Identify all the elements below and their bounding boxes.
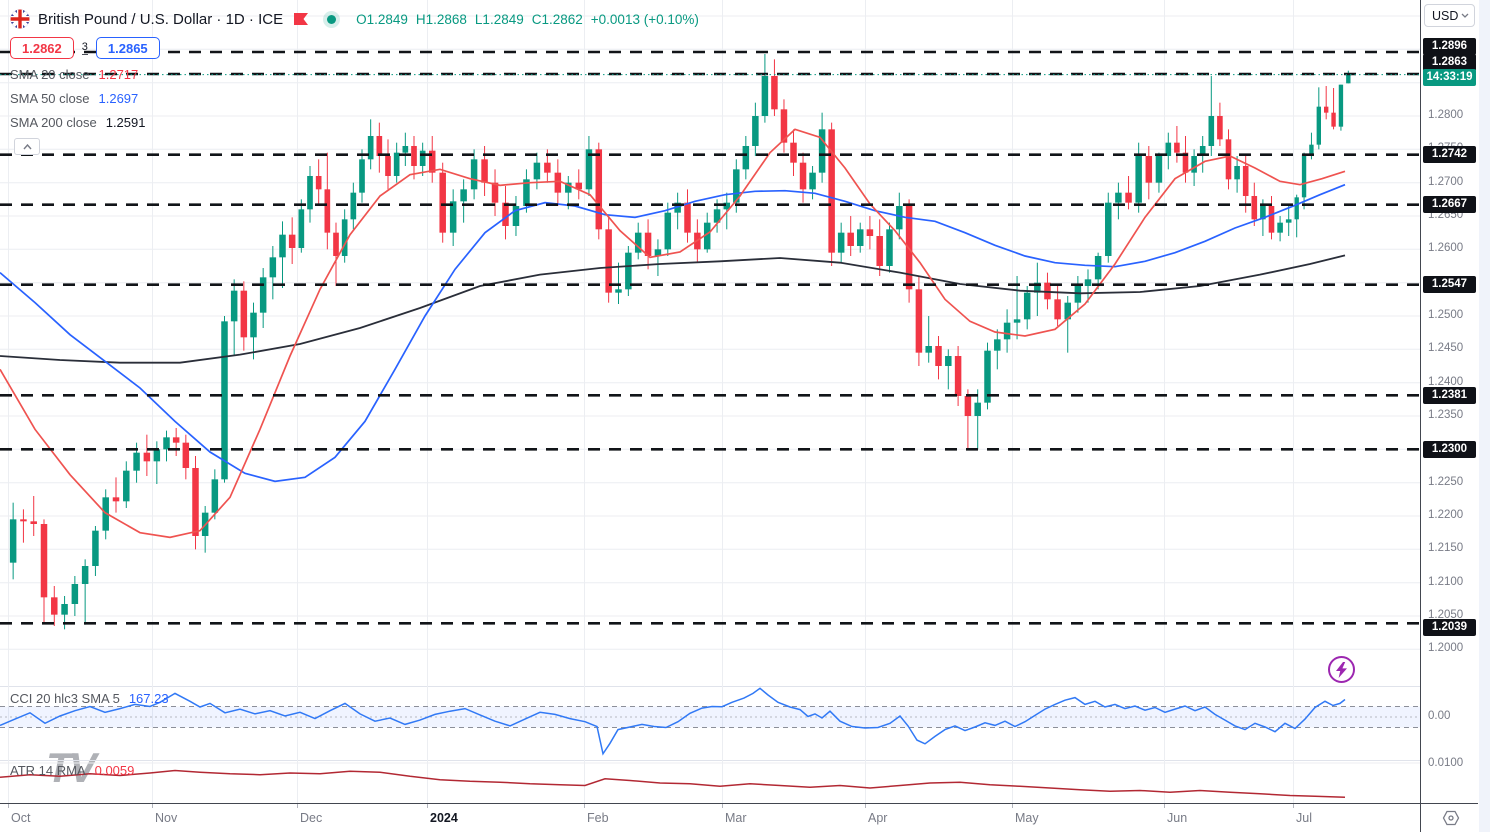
- sell-button[interactable]: 1.2862: [10, 37, 74, 59]
- price-axis-label: 1.2800: [1428, 109, 1464, 121]
- price-axis-label: 1.2450: [1428, 342, 1464, 354]
- sma50-value: 1.2697: [98, 91, 139, 106]
- time-axis-label: Jun: [1167, 811, 1188, 825]
- market-status-icon[interactable]: [327, 14, 337, 24]
- currency-label: USD: [1432, 8, 1459, 23]
- pane-separator-atr[interactable]: [0, 760, 1478, 761]
- legend-row-cci[interactable]: CCI 20 hlc3 SMA 5 167.23: [10, 691, 169, 706]
- buy-button[interactable]: 1.2865: [95, 37, 160, 59]
- flag-marker-icon[interactable]: [293, 12, 309, 26]
- price-level-badge: 1.2039: [1423, 619, 1476, 636]
- time-axis-label: Apr: [868, 811, 888, 825]
- price-axis[interactable]: USD 1.28501.28001.27501.27001.26501.2600…: [1421, 0, 1478, 803]
- time-axis[interactable]: Oct Nov Dec 2024 Feb Mar Apr May Jun Jul: [0, 804, 1478, 832]
- chart-canvas[interactable]: [0, 0, 1420, 803]
- time-axis-label: Oct: [11, 811, 31, 825]
- legend-collapse-button[interactable]: [14, 138, 40, 155]
- atr-value: 0.0059: [94, 763, 135, 778]
- chevron-down-icon: [1461, 13, 1469, 18]
- price-level-badge: 1.2300: [1423, 441, 1476, 458]
- ohlc-values: O1.2849 H1.2868 L1.2849 C1.2862 +0.0013 …: [356, 12, 707, 27]
- cci-axis-label: 0.00: [1428, 710, 1451, 722]
- ohlc-open: O1.2849: [356, 11, 408, 27]
- time-axis-tick: [1164, 804, 1165, 808]
- price-level-badge: 1.2742: [1423, 146, 1476, 163]
- sma20-label: SMA 20 close: [10, 67, 90, 82]
- atr-axis-label: 0.0100: [1428, 757, 1464, 769]
- legend-row-sma20[interactable]: SMA 20 close 1.2717: [10, 67, 138, 82]
- axis-border: [1420, 0, 1421, 832]
- legend-row-sma50[interactable]: SMA 50 close 1.2697: [10, 91, 138, 106]
- ohlc-close: C1.2862: [531, 11, 583, 27]
- price-level-badge: 1.2667: [1423, 196, 1476, 213]
- time-axis-tick: [297, 804, 298, 808]
- time-axis-tick: [722, 804, 723, 808]
- price-axis-label: 1.2250: [1428, 476, 1464, 488]
- chevron-up-icon: [22, 143, 32, 149]
- spread-label: 3: [81, 41, 88, 55]
- ohlc-low: L1.2849: [474, 11, 524, 27]
- time-axis-tick: [865, 804, 866, 808]
- price-axis-label: 1.2150: [1428, 542, 1464, 554]
- symbol-header: British Pound / U.S. Dollar · 1D · ICE O…: [10, 8, 707, 30]
- price-axis-label: 1.2350: [1428, 409, 1464, 421]
- time-axis-label: Nov: [155, 811, 178, 825]
- time-axis-label: Feb: [587, 811, 609, 825]
- time-axis-label: Mar: [725, 811, 747, 825]
- price-level-badge: 1.2381: [1423, 387, 1476, 404]
- sma200-value: 1.2591: [105, 115, 146, 130]
- lightning-button[interactable]: [1328, 656, 1355, 683]
- sma200-label: SMA 200 close: [10, 115, 97, 130]
- time-axis-tick: [584, 804, 585, 808]
- price-axis-label: 1.2050: [1428, 609, 1464, 621]
- symbol-title[interactable]: British Pound / U.S. Dollar · 1D · ICE: [38, 10, 284, 28]
- price-axis-label: 1.2500: [1428, 309, 1464, 321]
- price-axis-label: 1.2000: [1428, 642, 1464, 654]
- sma20-value: 1.2717: [98, 67, 139, 82]
- time-axis-label: Jul: [1296, 811, 1312, 825]
- price-axis-label: 1.2400: [1428, 376, 1464, 388]
- price-level-badge: 1.2863: [1423, 54, 1476, 71]
- time-axis-label: Dec: [300, 811, 323, 825]
- ohlc-high: H1.2868: [415, 11, 467, 27]
- time-axis-label: 2024: [430, 811, 458, 825]
- cci-value: 167.23: [128, 691, 169, 706]
- axis-settings-icon[interactable]: [1441, 809, 1461, 827]
- time-axis-tick: [1012, 804, 1013, 808]
- time-axis-tick: [427, 804, 428, 808]
- time-axis-tick: [1293, 804, 1294, 808]
- pane-separator-cci[interactable]: [0, 686, 1478, 687]
- atr-label: ATR 14 RMA: [10, 763, 86, 778]
- time-axis-tick: [152, 804, 153, 808]
- price-level-badge: 1.2547: [1423, 276, 1476, 293]
- price-level-badge: 1.2896: [1423, 38, 1476, 55]
- price-axis-label: 1.2600: [1428, 242, 1464, 254]
- price-axis-label: 1.2100: [1428, 576, 1464, 588]
- ohlc-change: +0.0013 (+0.10%): [590, 11, 699, 27]
- uk-flag-icon: [10, 9, 30, 29]
- right-gutter: [1479, 0, 1490, 832]
- trade-panel: 1.2862 3 1.2865: [10, 37, 160, 59]
- price-axis-label: 1.2200: [1428, 509, 1464, 521]
- time-axis-label: May: [1015, 811, 1039, 825]
- sma50-label: SMA 50 close: [10, 91, 90, 106]
- legend-row-sma200[interactable]: SMA 200 close 1.2591: [10, 115, 145, 130]
- tradingview-watermark: TV: [46, 744, 97, 791]
- time-axis-border: [0, 803, 1478, 804]
- price-axis-label: 1.2700: [1428, 176, 1464, 188]
- cci-label: CCI 20 hlc3 SMA 5: [10, 691, 120, 706]
- legend-row-atr[interactable]: ATR 14 RMA 0.0059: [10, 763, 134, 778]
- time-axis-tick: [8, 804, 9, 808]
- lightning-icon: [1336, 661, 1347, 678]
- currency-dropdown[interactable]: USD: [1424, 4, 1475, 27]
- countdown-badge: 14:33:19: [1423, 69, 1476, 86]
